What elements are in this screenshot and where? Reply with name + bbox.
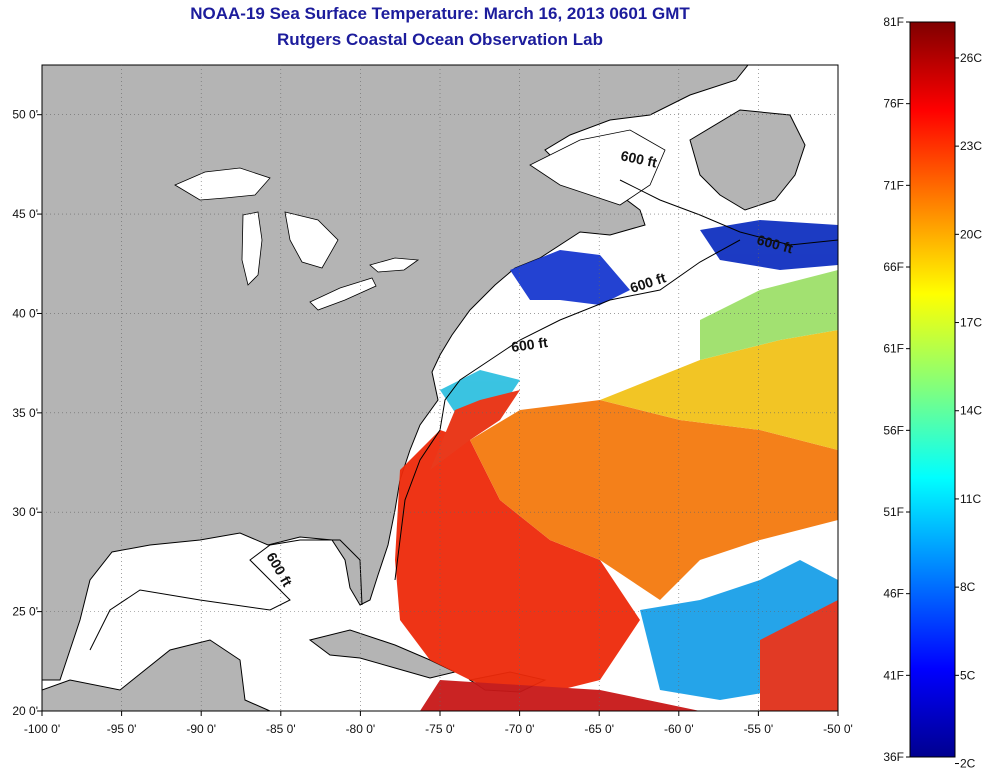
lon-tick-label: -75 0' — [425, 722, 455, 736]
lake-ontario — [369, 257, 420, 273]
colorbar-f-label: 36F — [883, 750, 904, 764]
colorbar-f-label: 66F — [883, 260, 904, 274]
lat-tick-label: 50 0' — [12, 108, 38, 122]
colorbar-f-label: 76F — [883, 97, 904, 111]
colorbar-c-label: 11C — [960, 492, 981, 506]
colorbar-c-label: 5C — [960, 668, 976, 682]
colorbar-f-label: 56F — [883, 423, 904, 437]
map-subtitle: Rutgers Coastal Ocean Observation Lab — [277, 30, 603, 49]
colorbar-f-label: 61F — [883, 342, 904, 356]
lat-tick-label: 20 0' — [12, 704, 38, 718]
lon-tick-label: -70 0' — [505, 722, 535, 736]
sst-field — [395, 220, 838, 711]
colorbar-f-label: 51F — [883, 505, 904, 519]
colorbar-f-label: 81F — [883, 15, 904, 29]
lake-michigan — [241, 211, 263, 286]
lon-tick-label: -100 0' — [24, 722, 60, 736]
lat-tick-label: 30 0' — [12, 505, 38, 519]
colorbar-f-label: 71F — [883, 178, 904, 192]
colorbar-f-label: 46F — [883, 587, 904, 601]
colorbar-c-label: 17C — [960, 316, 982, 330]
lat-tick-label: 35 0' — [12, 406, 38, 420]
colorbar-celsius-labels: 26C 23C 20C 17C 14C 11C 8C 5C 2C — [955, 51, 982, 770]
temperature-colorbar — [909, 21, 956, 758]
600ft-depth-contour — [89, 179, 838, 651]
colorbar-c-label: 23C — [960, 139, 982, 153]
newfoundland — [689, 109, 806, 211]
lat-tick-label: 25 0' — [12, 605, 38, 619]
lon-tick-label: -65 0' — [584, 722, 614, 736]
lake-erie — [309, 277, 377, 311]
lon-tick-label: -95 0' — [107, 722, 137, 736]
colorbar-c-label: 14C — [960, 404, 982, 418]
contour-label-newfoundland: 600 ft — [619, 147, 658, 170]
lon-tick-label: -55 0' — [744, 722, 774, 736]
colorbar-c-label: 8C — [960, 580, 976, 594]
lon-tick-label: -60 0' — [664, 722, 694, 736]
longitude-axis: -100 0' -95 0' -90 0' -85 0' -80 0' -75 0' -70… — [24, 711, 853, 736]
colorbar-c-label: 26C — [960, 51, 982, 65]
gulf-of-st-lawrence — [529, 129, 666, 206]
yucatan-peninsula — [42, 639, 271, 711]
lon-tick-label: -90 0' — [186, 722, 216, 736]
colorbar-c-label: 2C — [960, 757, 976, 770]
colorbar-fahrenheit-labels: 81F 76F 71F 66F 61F 56F 51F 46F 41F 36F — [883, 15, 910, 764]
lon-tick-label: -80 0' — [346, 722, 376, 736]
contour-label-mid-atlantic: 600 ft — [510, 334, 549, 355]
lake-huron — [284, 211, 339, 269]
lake-superior — [174, 167, 271, 201]
cuba — [308, 629, 457, 679]
colorbar-f-label: 41F — [883, 668, 904, 682]
lat-tick-label: 40 0' — [12, 306, 38, 320]
latitude-axis: 20 0' 25 0' 30 0' 35 0' 40 0' 45 0' 50 0' — [12, 108, 42, 718]
lon-tick-label: -50 0' — [823, 722, 853, 736]
lon-tick-label: -85 0' — [266, 722, 296, 736]
grid-lines — [42, 65, 838, 711]
map-title: NOAA-19 Sea Surface Temperature: March 1… — [190, 4, 690, 23]
lat-tick-label: 45 0' — [12, 207, 38, 221]
colorbar-c-label: 20C — [960, 227, 982, 241]
